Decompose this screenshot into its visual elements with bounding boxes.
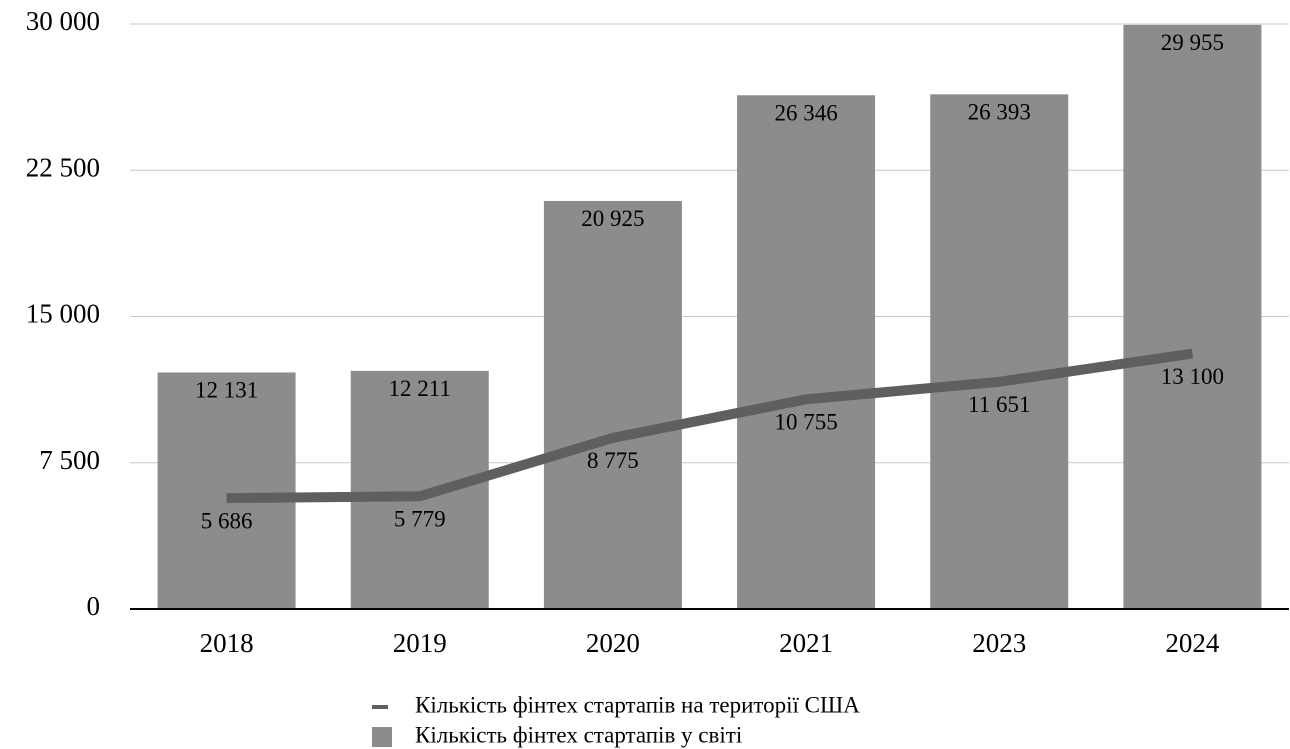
bar: [543, 200, 682, 609]
legend-label: Кількість фінтех стартапів на території …: [415, 692, 860, 717]
bar: [930, 94, 1069, 610]
line-value-label: 5 686: [201, 508, 253, 533]
legend-swatch: [372, 705, 388, 709]
y-tick-label: 15 000: [26, 299, 100, 329]
bar-value-label: 20 925: [581, 206, 644, 231]
bar: [737, 95, 876, 610]
line-value-label: 10 755: [774, 410, 837, 435]
x-tick-label: 2020: [586, 628, 640, 658]
bar-value-label: 26 393: [968, 100, 1031, 125]
bar: [1123, 24, 1262, 609]
x-tick-label: 2024: [1165, 628, 1220, 658]
x-tick-label: 2023: [972, 628, 1026, 658]
x-tick-label: 2019: [393, 628, 447, 658]
y-tick-label: 22 500: [26, 152, 100, 182]
y-tick-label: 0: [87, 591, 101, 621]
bar: [157, 372, 296, 609]
y-tick-label: 7 500: [39, 445, 100, 475]
y-tick-label: 30 000: [26, 6, 100, 36]
bar: [350, 370, 489, 609]
x-tick-label: 2018: [200, 628, 254, 658]
line-value-label: 11 651: [968, 392, 1030, 417]
line: [226, 348, 1194, 504]
x-tick-label: 2021: [779, 628, 833, 658]
line-value-label: 8 775: [587, 448, 639, 473]
line-value-label: 13 100: [1161, 364, 1224, 389]
bar-value-label: 12 131: [195, 378, 258, 403]
bar-value-label: 26 346: [774, 101, 837, 126]
line-value-label: 5 779: [394, 507, 446, 532]
legend-label: Кількість фінтех стартапів у світі: [415, 722, 742, 747]
bar-value-label: 29 955: [1161, 30, 1224, 55]
bar-value-label: 12 211: [389, 376, 451, 401]
legend-swatch: [372, 727, 392, 747]
